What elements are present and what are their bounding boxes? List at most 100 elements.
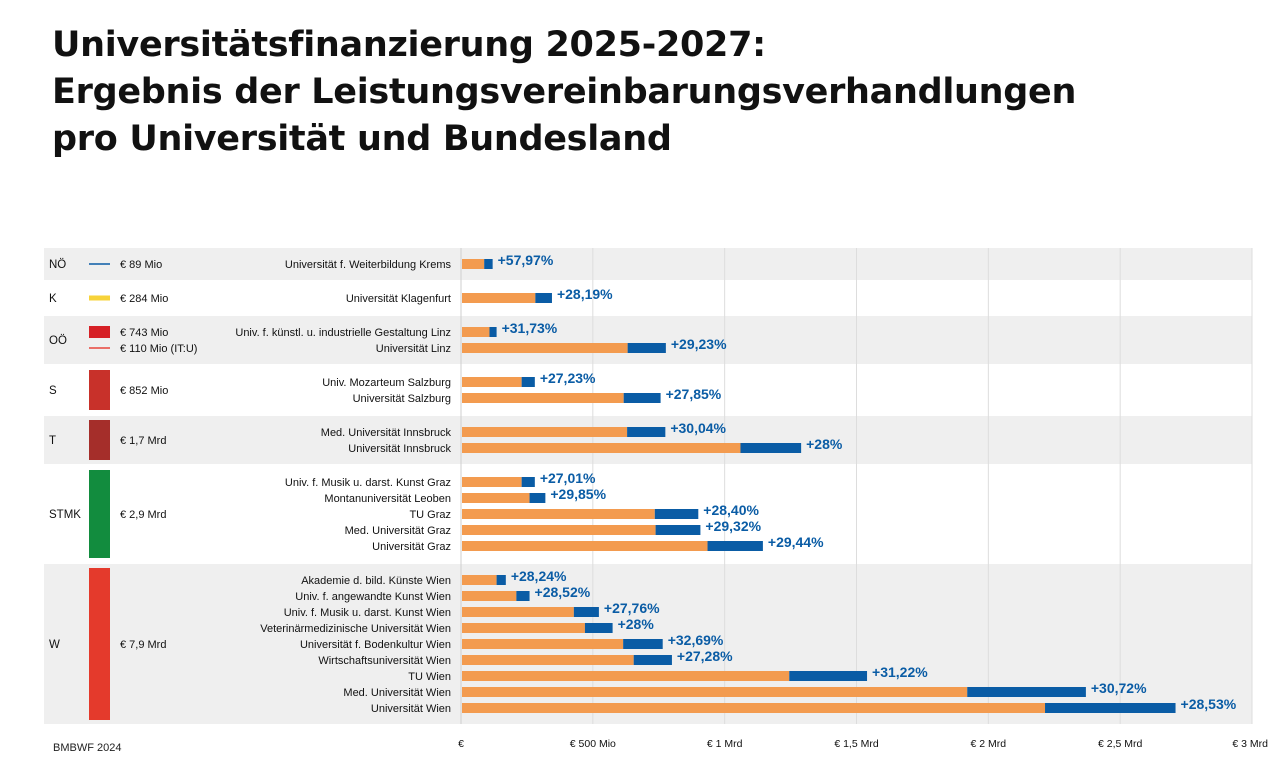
legend-color-square <box>89 568 110 720</box>
state-budget-label: € 89 Mio <box>120 259 162 271</box>
university-row: Univ. Mozarteum Salzburg +27,23% <box>322 370 596 389</box>
increase-percent-label: +28,52% <box>535 584 591 600</box>
state-group-s: S € 852 Mio Univ. Mozarteum Salzburg +27,23… <box>49 370 722 410</box>
increase-percent-label: +29,32% <box>705 518 761 534</box>
university-row: Montanuniversität Leoben +29,85% <box>324 486 606 505</box>
bar-base-segment <box>462 427 628 437</box>
state-band-nö <box>44 248 1252 280</box>
state-label: S <box>49 385 57 397</box>
university-name: Med. Universität Wien <box>343 687 451 699</box>
x-tick-label: € 2 Mrd <box>971 738 1007 750</box>
state-band-oö <box>44 316 1252 364</box>
increase-percent-label: +27,76% <box>604 600 660 616</box>
title-line-2: Ergebnis der Leistungsvereinbarungsverha… <box>52 72 1077 112</box>
state-group-t: T € 1,7 Mrd Med. Universität Innsbruck +30,… <box>49 420 843 460</box>
university-name: Montanuniversität Leoben <box>324 493 451 505</box>
university-name: TU Graz <box>409 509 451 521</box>
bar-increase-segment <box>529 493 546 503</box>
state-label: OÖ <box>49 335 67 347</box>
university-name: Universität Wien <box>371 703 451 715</box>
increase-percent-label: +29,23% <box>671 336 727 352</box>
bar-base-segment <box>462 591 517 601</box>
bar-base-segment <box>462 377 522 387</box>
university-name: Universität Graz <box>372 541 451 553</box>
university-row: Universität Wien +28,53% <box>371 696 1237 715</box>
legend-color-square <box>89 370 110 410</box>
university-row: Universität Klagenfurt +28,19% <box>346 286 613 305</box>
university-name: Med. Universität Innsbruck <box>321 427 452 439</box>
bar-base-segment <box>462 607 574 617</box>
state-label: STMK <box>49 509 81 521</box>
university-name: Univ. f. Musik u. darst. Kunst Graz <box>285 477 451 489</box>
university-row: Universität Linz +29,23% <box>376 336 727 355</box>
increase-percent-label: +27,23% <box>540 370 596 386</box>
university-row: Universität f. Bodenkultur Wien +32,69% <box>300 632 724 651</box>
university-row: Wirtschaftsuniversität Wien +27,28% <box>318 648 733 667</box>
title-line-3: pro Universität und Bundesland <box>52 119 672 159</box>
university-name: TU Wien <box>408 671 451 683</box>
bar-increase-segment <box>573 607 599 617</box>
bar-increase-segment <box>707 541 763 551</box>
bar-increase-segment <box>655 525 701 535</box>
bar-base-segment <box>462 477 522 487</box>
increase-percent-label: +28,53% <box>1181 696 1237 712</box>
increase-percent-label: +29,85% <box>550 486 606 502</box>
university-row: TU Graz +28,40% <box>409 502 759 521</box>
bar-base-segment <box>462 655 634 665</box>
state-group-oö: OÖ € 743 Mio € 110 Mio (IT:U) Univ. f. küns… <box>49 320 727 355</box>
university-name: Universität f. Bodenkultur Wien <box>300 639 451 651</box>
x-tick-label: € 1 Mrd <box>707 738 743 750</box>
state-label: K <box>49 293 57 305</box>
university-row: Univ. f. Musik u. darst. Kunst Graz +27,0… <box>285 470 596 489</box>
university-name: Universität f. Weiterbildung Krems <box>285 259 452 271</box>
bar-base-segment <box>462 393 624 403</box>
increase-percent-label: +30,04% <box>670 420 726 436</box>
university-name: Universität Innsbruck <box>348 443 451 455</box>
bar-increase-segment <box>627 427 666 437</box>
university-name: Med. Universität Graz <box>345 525 451 537</box>
state-budget-label: € 284 Mio <box>120 293 168 305</box>
increase-percent-label: +27,01% <box>540 470 596 486</box>
bar-base-segment <box>462 327 490 337</box>
bar-increase-segment <box>967 687 1086 697</box>
bar-increase-segment <box>789 671 868 681</box>
bar-base-segment <box>462 493 530 503</box>
x-tick-label: € <box>458 738 464 750</box>
chart-title: Universitätsfinanzierung 2025-2027: Erge… <box>52 22 1232 163</box>
university-name: Veterinärmedizinische Universität Wien <box>260 623 451 635</box>
university-name: Universität Linz <box>376 343 451 355</box>
university-name: Univ. f. künstl. u. industrielle Gestalt… <box>235 327 451 339</box>
state-label: NÖ <box>49 259 66 271</box>
state-budget-label: € 2,9 Mrd <box>120 509 166 521</box>
university-row: Universität Graz +29,44% <box>372 534 824 553</box>
legend-color-square <box>89 420 110 460</box>
university-row: Med. Universität Graz +29,32% <box>345 518 762 537</box>
university-row: Universität Salzburg +27,85% <box>353 386 722 405</box>
bar-increase-segment <box>584 623 613 633</box>
university-row: Veterinärmedizinische Universität Wien +2… <box>260 616 654 635</box>
university-row: Univ. f. Musik u. darst. Kunst Wien +27,7… <box>284 600 660 619</box>
increase-percent-label: +28% <box>806 436 843 452</box>
state-budget-label: € 1,7 Mrd <box>120 435 166 447</box>
state-group-k: K € 284 Mio Universität Klagenfurt +28,19% <box>49 286 613 305</box>
increase-percent-label: +30,72% <box>1091 680 1147 696</box>
university-row: Med. Universität Wien +30,72% <box>343 680 1147 699</box>
state-budget-label: € 7,9 Mrd <box>120 639 166 651</box>
state-budget-label: € 852 Mio <box>120 385 168 397</box>
bar-base-segment <box>462 259 485 269</box>
increase-percent-label: +28,40% <box>703 502 759 518</box>
x-tick-label: € 3 Mrd <box>1232 738 1268 750</box>
bar-base-segment <box>462 541 708 551</box>
university-row: Universität f. Weiterbildung Krems +57,97… <box>285 252 554 271</box>
bar-increase-segment <box>654 509 699 519</box>
bar-base-segment <box>462 703 1046 713</box>
state-group-stmk: STMK € 2,9 Mrd Univ. f. Musik u. darst. Ku… <box>49 470 824 558</box>
bar-increase-segment <box>627 343 666 353</box>
university-name: Univ. f. angewandte Kunst Wien <box>295 591 451 603</box>
state-group-nö: NÖ € 89 Mio Universität f. Weiterbildung K… <box>49 252 554 271</box>
bar-increase-segment <box>623 639 663 649</box>
university-row: Akademie d. bild. Künste Wien +28,24% <box>301 568 567 587</box>
bar-increase-segment <box>740 443 802 453</box>
university-row: TU Wien +31,22% <box>408 664 928 683</box>
bar-base-segment <box>462 575 497 585</box>
